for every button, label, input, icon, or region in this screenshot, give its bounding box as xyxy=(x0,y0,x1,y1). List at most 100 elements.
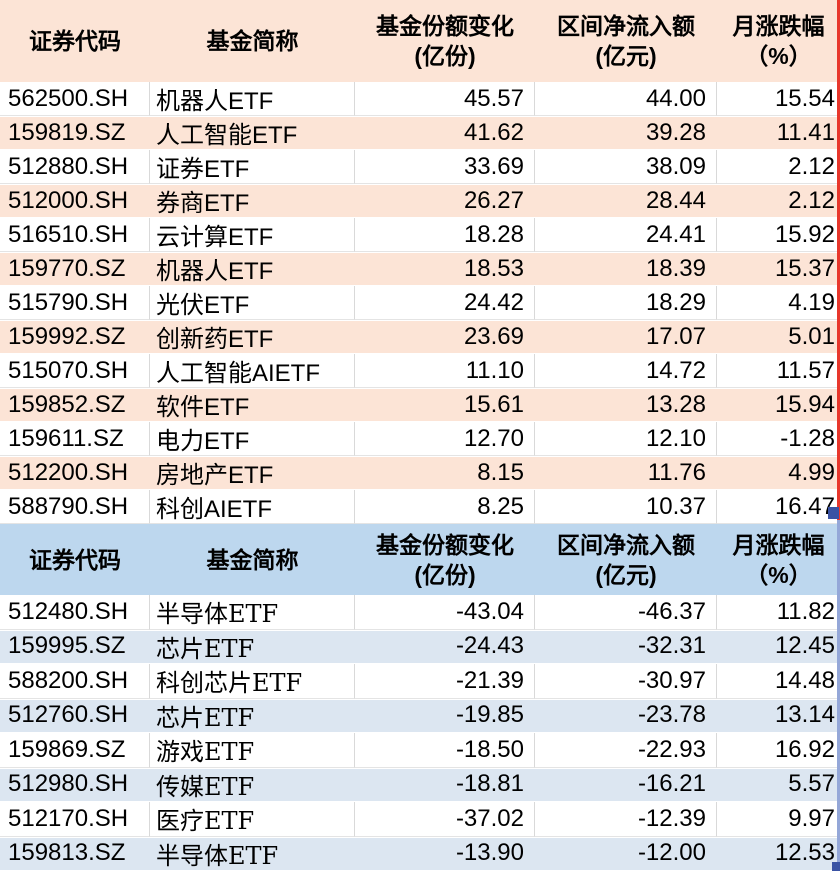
cell-code[interactable]: 159992.SZ xyxy=(8,322,126,350)
cell-net-inflow[interactable]: 13.28 xyxy=(645,390,706,418)
cell-name[interactable]: 医疗ETF xyxy=(150,802,355,837)
cell-share-change[interactable]: 8.25 xyxy=(355,490,535,524)
header-net-inflow-cell[interactable]: 区间净流入额 (亿元) xyxy=(535,0,717,82)
cell-name[interactable]: 游戏ETF xyxy=(150,733,355,768)
cell-monthly-change[interactable]: 16.92 xyxy=(717,733,840,768)
cell-name[interactable]: 机器人ETF xyxy=(156,258,274,285)
cell-monthly-change[interactable]: 14.48 xyxy=(717,664,840,699)
cell-net-inflow[interactable]: -22.93 xyxy=(535,733,717,768)
cell-code[interactable]: 159611.SZ xyxy=(0,422,150,456)
cell-monthly-change[interactable]: 11.82 xyxy=(717,595,840,630)
cell-share-change[interactable]: -24.43 xyxy=(455,632,524,660)
cell-net-inflow[interactable]: -46.37 xyxy=(535,595,717,630)
cell-name[interactable]: 房地产ETF xyxy=(156,462,274,489)
header-monthly-change-cell[interactable]: 月涨跌幅 （%） xyxy=(717,524,840,595)
cell-net-inflow[interactable]: 14.72 xyxy=(535,354,717,388)
cell-net-inflow[interactable]: -30.97 xyxy=(535,664,717,699)
cell-net-inflow[interactable]: 10.37 xyxy=(535,490,717,524)
cell-name[interactable]: 传媒ETF xyxy=(156,772,255,801)
cell-net-inflow[interactable]: 24.41 xyxy=(535,218,717,252)
cell-name[interactable]: 机器人ETF xyxy=(150,82,355,116)
cell-code[interactable]: 588790.SH xyxy=(0,490,150,524)
cell-net-inflow[interactable]: 39.28 xyxy=(645,118,706,146)
cell-code[interactable]: 159813.SZ xyxy=(8,839,126,867)
cell-name[interactable]: 软件ETF xyxy=(156,394,250,421)
cell-code[interactable]: 159995.SZ xyxy=(8,632,126,660)
cell-code[interactable]: 159770.SZ xyxy=(8,254,126,282)
cell-net-inflow[interactable]: 18.39 xyxy=(645,254,706,282)
cell-name[interactable]: 人工智能AIETF xyxy=(150,354,355,388)
cell-monthly-change[interactable]: -1.28 xyxy=(717,422,840,456)
cell-share-change[interactable]: -19.85 xyxy=(455,701,524,729)
header-net-inflow-cell[interactable]: 区间净流入额 (亿元) xyxy=(535,524,717,595)
cell-name[interactable]: 电力ETF xyxy=(150,422,355,456)
cell-share-change[interactable]: 33.69 xyxy=(355,150,535,184)
cell-net-inflow[interactable]: -16.21 xyxy=(637,770,706,798)
cell-share-change[interactable]: 18.28 xyxy=(355,218,535,252)
cell-name[interactable]: 券商ETF xyxy=(156,190,250,217)
cell-code[interactable]: 588200.SH xyxy=(0,664,150,699)
cell-name[interactable]: 半导体ETF xyxy=(150,595,355,630)
cell-share-change[interactable]: 23.69 xyxy=(463,322,524,350)
cell-share-change[interactable]: 11.10 xyxy=(355,354,535,388)
cell-monthly-change[interactable]: 12.53 xyxy=(774,839,835,867)
cell-share-change[interactable]: -13.90 xyxy=(455,839,524,867)
cell-monthly-change[interactable]: 2.12 xyxy=(717,150,840,184)
cell-share-change[interactable]: -18.81 xyxy=(455,770,524,798)
cell-monthly-change[interactable]: 9.97 xyxy=(717,802,840,837)
cell-monthly-change[interactable]: 13.14 xyxy=(774,701,835,729)
header-code-cell[interactable]: 证券代码 xyxy=(0,524,150,595)
cell-name[interactable]: 科创芯片ETF xyxy=(150,664,355,699)
cell-net-inflow[interactable]: 12.10 xyxy=(535,422,717,456)
selection-fill-handle-icon[interactable] xyxy=(832,862,840,871)
cell-code[interactable]: 512760.SH xyxy=(8,701,129,729)
cell-code[interactable]: 512880.SH xyxy=(0,150,150,184)
cell-name[interactable]: 半导体ETF xyxy=(156,841,279,870)
cell-code[interactable]: 562500.SH xyxy=(0,82,150,116)
cell-monthly-change[interactable]: 5.57 xyxy=(788,770,835,798)
cell-code[interactable]: 515790.SH xyxy=(0,286,150,320)
cell-net-inflow[interactable]: 11.76 xyxy=(647,458,706,486)
cell-share-change[interactable]: 45.57 xyxy=(355,82,535,116)
cell-share-change[interactable]: 41.62 xyxy=(463,118,524,146)
cell-share-change[interactable]: 18.53 xyxy=(463,254,524,282)
cell-share-change[interactable]: -37.02 xyxy=(355,802,535,837)
header-code-cell[interactable]: 证券代码 xyxy=(0,0,150,82)
cell-net-inflow[interactable]: -32.31 xyxy=(637,632,706,660)
header-name-cell[interactable]: 基金简称 xyxy=(150,524,355,595)
cell-share-change[interactable]: 24.42 xyxy=(355,286,535,320)
cell-code[interactable]: 512170.SH xyxy=(0,802,150,837)
cell-net-inflow[interactable]: 38.09 xyxy=(535,150,717,184)
cell-net-inflow[interactable]: 44.00 xyxy=(535,82,717,116)
cell-monthly-change[interactable]: 12.45 xyxy=(774,632,835,660)
header-share-change-cell[interactable]: 基金份额变化 (亿份) xyxy=(355,0,535,82)
cell-share-change[interactable]: 8.15 xyxy=(477,458,524,486)
cell-name[interactable]: 人工智能ETF xyxy=(156,122,298,149)
cell-code[interactable]: 512000.SH xyxy=(8,186,129,214)
cell-monthly-change[interactable]: 15.37 xyxy=(774,254,835,282)
cell-code[interactable]: 516510.SH xyxy=(0,218,150,252)
cell-monthly-change[interactable]: 5.01 xyxy=(788,322,835,350)
cell-monthly-change[interactable]: 4.19 xyxy=(717,286,840,320)
selection-fill-handle-icon[interactable] xyxy=(828,507,839,519)
cell-monthly-change[interactable]: 15.54 xyxy=(717,82,840,116)
cell-code[interactable]: 159852.SZ xyxy=(8,390,126,418)
cell-share-change[interactable]: 12.70 xyxy=(355,422,535,456)
cell-code[interactable]: 512980.SH xyxy=(8,770,129,798)
cell-name[interactable]: 芯片ETF xyxy=(156,703,255,732)
cell-name[interactable]: 科创AIETF xyxy=(150,490,355,524)
header-monthly-change-cell[interactable]: 月涨跌幅 （%） xyxy=(717,0,840,82)
cell-code[interactable]: 512200.SH xyxy=(8,458,129,486)
cell-share-change[interactable]: -18.50 xyxy=(355,733,535,768)
cell-monthly-change[interactable]: 11.57 xyxy=(717,354,840,388)
header-share-change-cell[interactable]: 基金份额变化 (亿份) xyxy=(355,524,535,595)
cell-net-inflow[interactable]: -12.00 xyxy=(637,839,706,867)
cell-name[interactable]: 创新药ETF xyxy=(156,326,274,353)
header-name-cell[interactable]: 基金简称 xyxy=(150,0,355,82)
cell-monthly-change[interactable]: 16.47 xyxy=(717,490,840,524)
cell-net-inflow[interactable]: 28.44 xyxy=(645,186,706,214)
cell-monthly-change[interactable]: 15.94 xyxy=(774,390,835,418)
cell-code[interactable]: 512480.SH xyxy=(0,595,150,630)
cell-monthly-change[interactable]: 11.41 xyxy=(776,118,835,146)
cell-net-inflow[interactable]: -23.78 xyxy=(637,701,706,729)
